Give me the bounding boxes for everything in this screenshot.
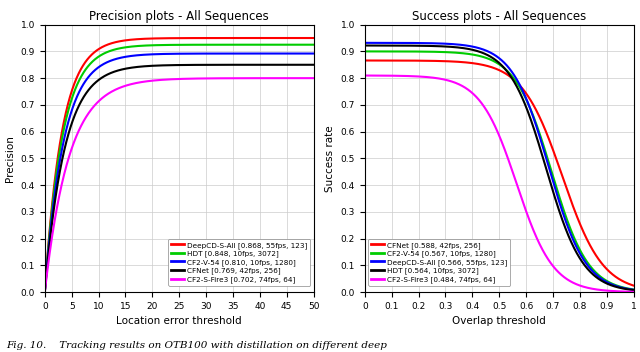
Legend: DeepCD-S-All [0.868, 55fps, 123], HDT [0.848, 10fps, 3072], CF2-V-54 [0.810, 10f: DeepCD-S-All [0.868, 55fps, 123], HDT [0… (168, 239, 310, 286)
Title: Success plots - All Sequences: Success plots - All Sequences (412, 11, 586, 24)
Title: Precision plots - All Sequences: Precision plots - All Sequences (90, 11, 269, 24)
X-axis label: Overlap threshold: Overlap threshold (452, 316, 546, 326)
Text: Fig. 10.    Tracking results on OTB100 with distillation on different deep: Fig. 10. Tracking results on OTB100 with… (6, 341, 387, 350)
Legend: CFNet [0.588, 42fps, 256], CF2-V-54 [0.567, 10fps, 1280], DeepCD-S-All [0.566, 5: CFNet [0.588, 42fps, 256], CF2-V-54 [0.5… (369, 239, 510, 286)
Y-axis label: Success rate: Success rate (325, 125, 335, 192)
Y-axis label: Precision: Precision (5, 135, 15, 182)
X-axis label: Location error threshold: Location error threshold (116, 316, 242, 326)
